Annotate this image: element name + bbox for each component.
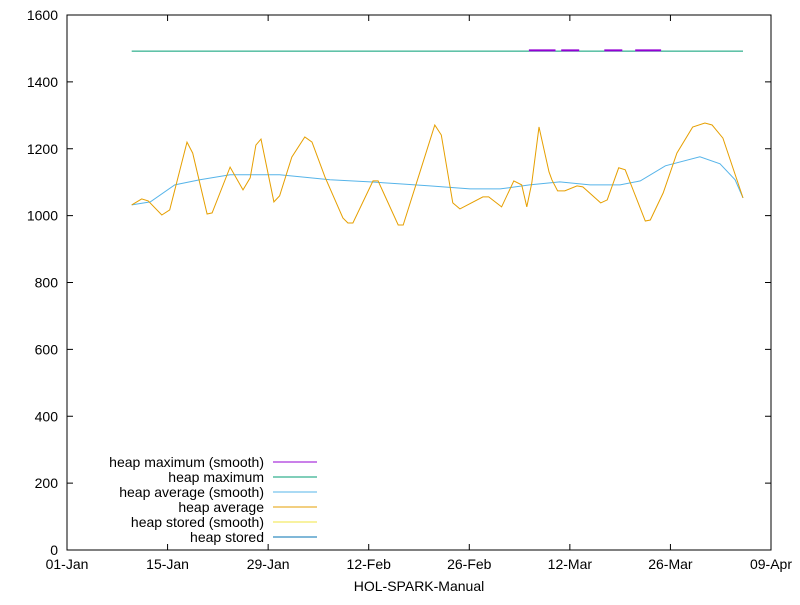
legend-label-heap-stored: heap stored xyxy=(190,529,264,545)
axes: 0 200 400 600 800 1000 1200 1400 1600 01-Jan 15-Ja… xyxy=(27,7,792,572)
heap-average-smooth-line xyxy=(131,156,744,206)
y-tick-label: 800 xyxy=(35,275,59,291)
legend-label-heap-average-smooth: heap average (smooth) xyxy=(119,484,264,500)
y-tick-label: 0 xyxy=(50,542,58,558)
y-tick-label: 1200 xyxy=(27,141,58,157)
y-tick-label: 600 xyxy=(35,341,59,357)
x-tick-label: 01-Jan xyxy=(46,556,89,572)
y-tick-label: 1600 xyxy=(27,7,58,23)
x-tick-label: 12-Mar xyxy=(548,556,593,572)
x-tick-label: 26-Mar xyxy=(648,556,693,572)
x-tick-label: 29-Jan xyxy=(247,556,290,572)
y-tick-label: 1000 xyxy=(27,208,58,224)
y-tick-label: 1400 xyxy=(27,74,58,90)
legend-label-heap-maximum-smooth: heap maximum (smooth) xyxy=(109,454,264,470)
x-tick-label: 26-Feb xyxy=(447,556,492,572)
legend-label-heap-maximum: heap maximum xyxy=(168,469,264,485)
x-tick-label: 15-Jan xyxy=(146,556,189,572)
x-tick-label: 09-Apr xyxy=(750,556,792,572)
x-axis-label: HOL-SPARK-Manual xyxy=(354,578,484,594)
x-tick-label: 12-Feb xyxy=(347,556,392,572)
heap-average-line xyxy=(131,122,744,226)
y-tick-label: 400 xyxy=(35,408,59,424)
y-tick-label: 200 xyxy=(35,475,59,491)
legend-label-heap-average: heap average xyxy=(178,499,264,515)
plot-area xyxy=(131,49,744,226)
legend-label-heap-stored-smooth: heap stored (smooth) xyxy=(131,514,264,530)
